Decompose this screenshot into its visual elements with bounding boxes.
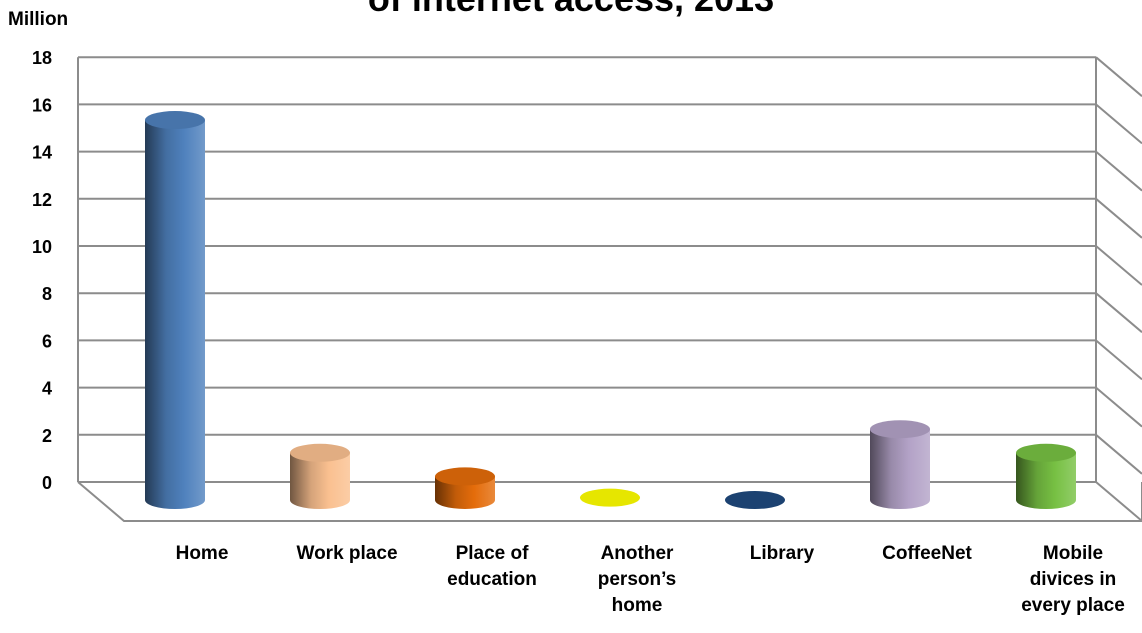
side-wall-gridline	[1095, 56, 1142, 97]
x-tick-label: Library	[749, 543, 815, 564]
chart-title: of internet access, 2013	[0, 0, 1142, 20]
bar-5	[870, 420, 930, 509]
bar-2	[435, 467, 495, 509]
x-tick-label: Home	[175, 543, 229, 564]
bar-body	[870, 429, 930, 509]
y-tick-label: 10	[32, 237, 52, 257]
bar-body	[290, 452, 350, 509]
side-wall-gridline	[1095, 434, 1142, 475]
bar-1	[290, 443, 350, 509]
bar-3	[580, 488, 640, 507]
grid-layer	[77, 56, 1142, 522]
y-tick-label: 0	[42, 473, 52, 493]
side-wall-gridline	[1095, 481, 1142, 522]
bars-layer	[145, 111, 1076, 509]
x-tick-label: Mobile divices in every place	[1021, 543, 1125, 616]
y-axis-unit-label: Million	[8, 9, 69, 30]
y-tick-label: 16	[32, 95, 52, 115]
floor-outline	[77, 481, 1142, 522]
y-tick-label: 8	[42, 284, 52, 304]
side-wall-gridline	[1095, 103, 1142, 145]
bar-top	[145, 111, 205, 130]
y-tick-label: 18	[32, 48, 52, 68]
y-tick-label: 12	[32, 190, 52, 210]
bar-top	[725, 491, 785, 509]
bar-6	[1016, 443, 1076, 509]
bar-4	[725, 491, 785, 509]
y-tick-label: 4	[42, 379, 52, 399]
y-axis: 0 2 4 6 8 10 12 14 16 18	[32, 48, 52, 493]
bar-top	[290, 443, 350, 462]
bar-body	[145, 120, 205, 509]
side-wall-gridline	[1095, 150, 1142, 192]
x-tick-label: Another person’s home	[597, 543, 677, 616]
bar-top	[580, 488, 640, 507]
y-tick-label: 6	[42, 331, 52, 351]
side-wall-gridline	[1095, 198, 1142, 239]
side-wall-gridline	[1095, 339, 1142, 381]
bar-body	[1016, 452, 1076, 509]
x-tick-label: Work place	[296, 543, 398, 564]
y-tick-label: 2	[42, 426, 52, 446]
x-tick-label: CoffeeNet	[882, 543, 972, 564]
side-wall-gridline	[1095, 292, 1142, 333]
bar-top	[1016, 443, 1076, 462]
bar-body	[435, 476, 495, 509]
bar-top	[435, 467, 495, 486]
bar-0	[145, 111, 205, 509]
bar-top	[870, 420, 930, 439]
side-wall-gridline	[1095, 386, 1142, 428]
y-tick-label: 14	[32, 143, 52, 163]
x-tick-label: Place of education	[447, 543, 537, 590]
side-wall-gridline	[1095, 245, 1142, 286]
